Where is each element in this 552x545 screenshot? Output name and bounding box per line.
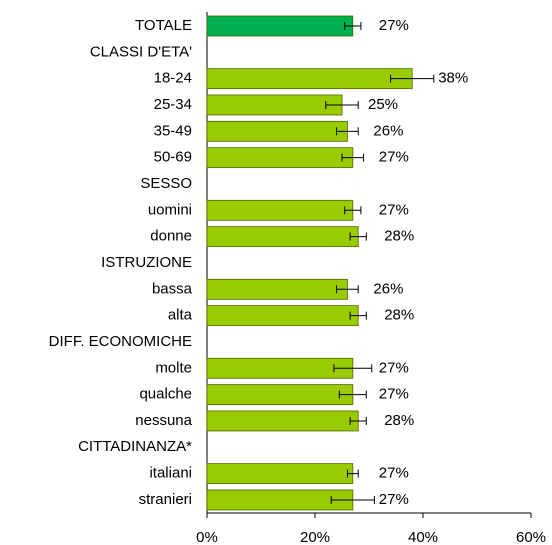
category-label: DIFF. ECONOMICHE <box>49 333 192 350</box>
value-label: 27% <box>379 17 409 34</box>
value-label: 28% <box>384 228 414 245</box>
category-label: qualche <box>139 386 192 403</box>
bar <box>206 68 413 90</box>
x-tick-label: 20% <box>300 529 330 545</box>
category-label: nessuna <box>135 412 192 429</box>
category-label: 25-34 <box>154 96 192 113</box>
bar <box>206 305 359 327</box>
category-label: 50-69 <box>154 149 192 166</box>
category-label: CITTADINANZA* <box>78 438 192 455</box>
bar <box>206 199 354 221</box>
category-label: SESSO <box>140 175 192 192</box>
category-label: ISTRUZIONE <box>101 254 192 271</box>
category-label: stranieri <box>139 491 192 508</box>
category-label: molte <box>155 359 192 376</box>
value-label: 26% <box>373 280 403 297</box>
x-tick-label: 60% <box>516 529 546 545</box>
value-label: 28% <box>384 307 414 324</box>
category-label: alta <box>168 307 193 324</box>
value-label: 25% <box>368 96 398 113</box>
category-label: TOTALE <box>135 17 192 34</box>
bar <box>206 410 359 432</box>
bar <box>206 278 348 300</box>
value-label: 28% <box>384 412 414 429</box>
bar <box>206 147 354 169</box>
category-label: CLASSI D'ETA' <box>90 43 192 60</box>
x-tick-label: 40% <box>408 529 438 545</box>
value-label: 27% <box>379 386 409 403</box>
category-label: bassa <box>152 280 193 297</box>
category-label: 35-49 <box>154 122 192 139</box>
x-tick-label: 0% <box>196 529 218 545</box>
value-label: 27% <box>379 201 409 218</box>
category-label: uomini <box>148 201 192 218</box>
value-label: 38% <box>438 70 468 87</box>
bar <box>206 357 354 379</box>
bar <box>206 226 359 248</box>
value-label: 27% <box>379 465 409 482</box>
bar <box>206 94 343 116</box>
value-label: 27% <box>379 359 409 376</box>
bar <box>206 120 348 142</box>
category-label: 18-24 <box>154 70 192 87</box>
value-label: 26% <box>373 122 403 139</box>
bar <box>206 384 354 406</box>
category-label: italiani <box>149 465 192 482</box>
value-label: 27% <box>379 491 409 508</box>
category-label: donne <box>150 228 192 245</box>
bar <box>206 463 354 485</box>
value-label: 27% <box>379 149 409 166</box>
bar <box>206 15 354 37</box>
